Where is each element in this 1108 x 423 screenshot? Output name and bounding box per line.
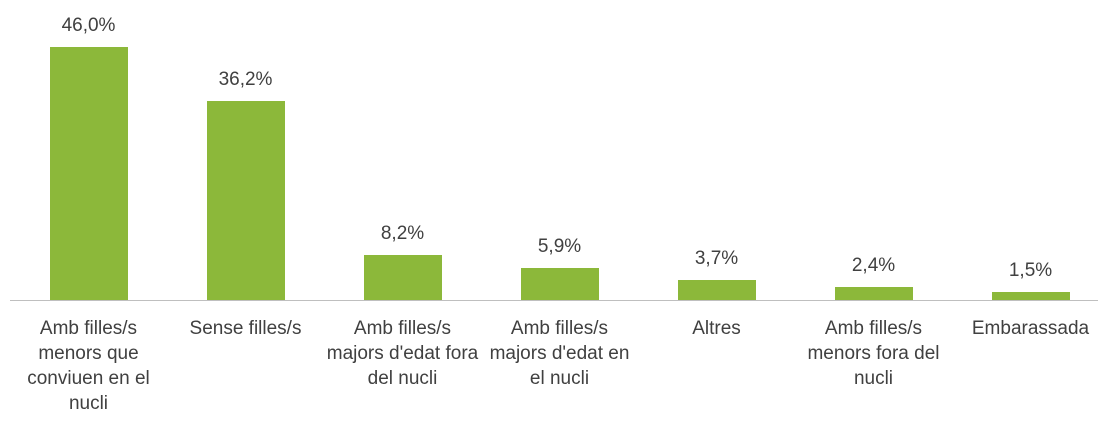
x-axis-line <box>10 300 1098 301</box>
x-tick-label: Amb filles/s majors d'edat en el nucli <box>489 318 630 389</box>
bar <box>834 286 913 300</box>
x-tick-label: Amb filles/s menors fora del nucli <box>807 318 940 389</box>
data-label: 3,7% <box>694 247 739 269</box>
bar <box>363 254 442 300</box>
data-label: 1,5% <box>1008 259 1053 281</box>
bar <box>991 291 1070 300</box>
data-label: 5,9% <box>537 235 582 257</box>
x-tick-label: Altres <box>692 318 741 339</box>
bar <box>677 279 756 300</box>
bar <box>520 267 599 300</box>
data-label: 8,2% <box>380 222 425 244</box>
x-tick-label: Sense filles/s <box>189 318 302 339</box>
x-tick-label: Embarassada <box>971 318 1090 339</box>
x-tick-label: Amb filles/s majors d'edat fora del nucl… <box>326 318 479 389</box>
data-label: 46,0% <box>61 15 116 36</box>
data-label: 36,2% <box>218 68 273 90</box>
bar <box>206 100 285 300</box>
bar <box>49 47 128 300</box>
data-label: 2,4% <box>851 254 896 276</box>
x-tick-label: Amb filles/s menors que conviuen en el n… <box>27 318 150 414</box>
